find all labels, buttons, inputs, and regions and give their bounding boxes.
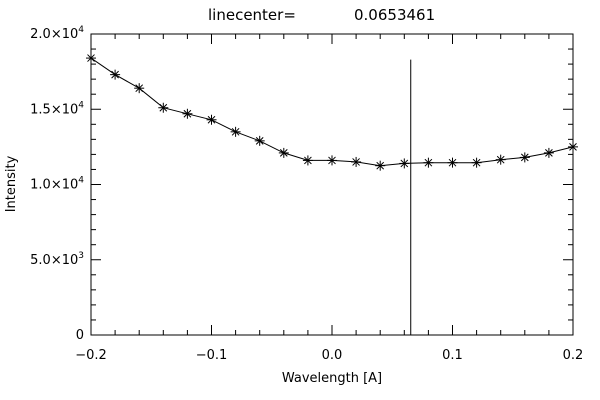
marker-stroke — [424, 158, 433, 167]
data-point-marker — [399, 158, 410, 169]
data-series — [86, 53, 578, 171]
x-tick-label: −0.1 — [196, 348, 228, 363]
data-point-marker — [543, 147, 554, 158]
x-tick-label: 0.2 — [563, 348, 584, 363]
marker-stroke — [545, 149, 553, 157]
y-tick-label: 5.0×103 — [30, 251, 84, 268]
marker-stroke — [376, 161, 385, 170]
marker-stroke — [111, 70, 119, 79]
chart-title-value: 0.0653461 — [354, 6, 435, 24]
plot-frame — [90, 33, 574, 336]
data-point-marker — [158, 102, 169, 113]
y-axis-ticks: 0 5.0×103 1.0×104 1.5×104 2.0×104 — [30, 25, 573, 343]
data-point-marker — [230, 126, 241, 137]
data-point-marker — [519, 152, 530, 163]
marker-stroke — [135, 84, 144, 93]
marker-stroke — [304, 156, 312, 165]
x-axis-label: Wavelength [A] — [282, 371, 382, 386]
x-tick-label: −0.2 — [75, 348, 107, 363]
x-tick-label: 0.0 — [322, 348, 343, 363]
y-tick-label: 2.0×104 — [30, 25, 84, 42]
marker-stroke — [496, 155, 505, 164]
marker-stroke — [472, 158, 481, 167]
marker-stroke — [279, 149, 288, 157]
marker-stroke — [183, 109, 192, 118]
data-point-marker — [182, 108, 193, 119]
x-axis-ticks: −0.2 −0.1 0.0 0.1 0.2 — [75, 34, 583, 363]
x-tick-label: 0.1 — [442, 348, 463, 363]
marker-stroke — [328, 156, 336, 165]
y-tick-label: 1.5×104 — [30, 100, 84, 117]
data-point-marker — [423, 157, 434, 168]
data-point-marker — [375, 160, 386, 171]
data-point-marker — [206, 114, 217, 125]
data-point-marker — [351, 156, 362, 167]
marker-stroke — [159, 103, 168, 112]
marker-stroke — [207, 115, 216, 124]
data-point-marker — [86, 53, 96, 64]
marker-stroke — [400, 159, 409, 168]
data-point-marker — [327, 155, 337, 166]
marker-stroke — [87, 54, 95, 62]
data-point-marker — [495, 154, 506, 165]
data-point-marker — [134, 83, 145, 94]
marker-stroke — [231, 127, 240, 136]
marker-stroke — [352, 158, 360, 166]
data-point-marker — [447, 157, 458, 168]
marker-stroke — [255, 137, 264, 145]
y-tick-label: 1.0×104 — [30, 176, 84, 193]
y-tick-label: 0 — [76, 328, 84, 343]
data-point-marker — [254, 135, 265, 146]
marker-stroke — [569, 143, 577, 151]
data-point-marker — [471, 157, 482, 168]
data-point-marker — [568, 141, 578, 152]
marker-stroke — [448, 158, 457, 167]
marker-stroke — [520, 153, 529, 162]
y-axis-label: Intensity — [4, 155, 19, 212]
data-point-marker — [110, 69, 121, 80]
chart-title-label: linecenter= — [208, 6, 296, 24]
data-point-marker — [302, 155, 313, 166]
data-point-marker — [278, 147, 289, 158]
